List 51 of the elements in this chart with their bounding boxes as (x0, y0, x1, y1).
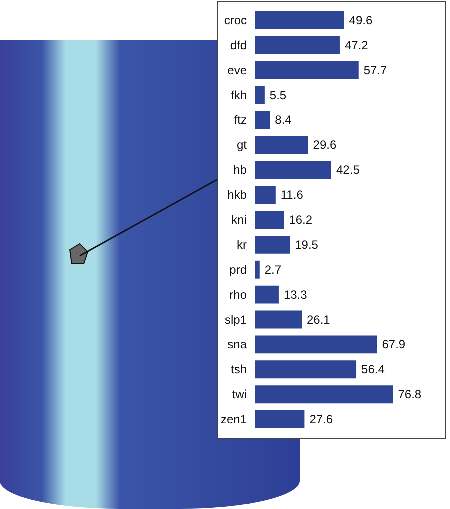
y-tick-label: kni (232, 213, 248, 227)
bar (255, 11, 344, 30)
data-label: 5.5 (270, 88, 287, 102)
y-tick-label: tsh (231, 362, 248, 377)
data-label: 57.7 (364, 63, 388, 78)
bar (255, 211, 284, 229)
data-label: 2.7 (264, 262, 282, 277)
bar (255, 410, 305, 429)
y-tick-label: hb (234, 163, 248, 178)
y-tick-label: kr (237, 238, 248, 252)
bar (255, 161, 332, 180)
data-label: 47.2 (344, 38, 369, 52)
data-label: 11.6 (280, 188, 304, 202)
y-tick-label: gt (237, 138, 248, 152)
y-tick-label: croc (224, 13, 248, 28)
bar (255, 360, 357, 379)
data-label: 27.6 (310, 412, 334, 427)
data-label: 76.8 (398, 388, 422, 402)
bar (255, 136, 308, 154)
bar (255, 286, 279, 304)
data-label: 13.3 (284, 288, 308, 302)
y-tick-label: rho (230, 288, 248, 302)
bar (255, 310, 302, 329)
bar (255, 386, 394, 404)
data-label: 19.5 (295, 238, 319, 252)
y-tick-label: fkh (231, 88, 248, 102)
data-label: 29.6 (313, 138, 337, 152)
bar (255, 260, 260, 279)
data-label: 8.4 (275, 113, 292, 128)
bar (255, 36, 340, 54)
data-label: 42.5 (336, 163, 360, 178)
y-tick-label: dfd (230, 38, 248, 52)
y-tick-label: sna (228, 338, 248, 352)
data-label: 67.9 (382, 338, 406, 352)
data-label: 16.2 (289, 213, 313, 227)
data-label: 56.4 (362, 362, 386, 377)
y-tick-label: prd (230, 262, 248, 277)
y-tick-label: slp1 (225, 312, 248, 327)
bar (255, 86, 265, 104)
bar (255, 186, 276, 204)
bar (255, 61, 359, 80)
y-tick-label: ftz (234, 113, 248, 128)
y-tick-label: hkb (228, 188, 248, 202)
y-tick-label: zen1 (220, 412, 248, 427)
bar (255, 111, 270, 130)
bar (255, 336, 378, 354)
bar (255, 236, 290, 254)
y-tick-label: eve (228, 63, 248, 78)
y-tick-label: twi (232, 388, 248, 402)
data-label: 26.1 (306, 312, 331, 327)
data-label: 49.6 (349, 13, 373, 28)
